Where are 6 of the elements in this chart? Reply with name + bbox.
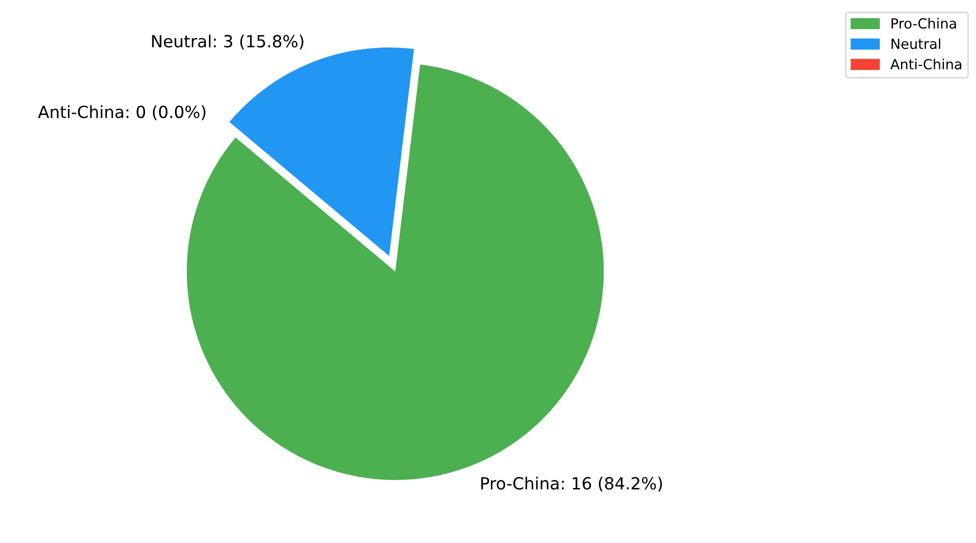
legend-label: Anti-China bbox=[890, 58, 962, 70]
legend-label: Pro-China bbox=[892, 18, 956, 29]
text: Anti-China: 0 (0.0%) bbox=[38, 105, 206, 120]
data-label: Pro-China: 16 (84.2%) bbox=[481, 476, 662, 492]
legend-label: Neutral bbox=[892, 38, 940, 50]
data-label: Neutral: 3 (15.8%) bbox=[152, 34, 304, 50]
